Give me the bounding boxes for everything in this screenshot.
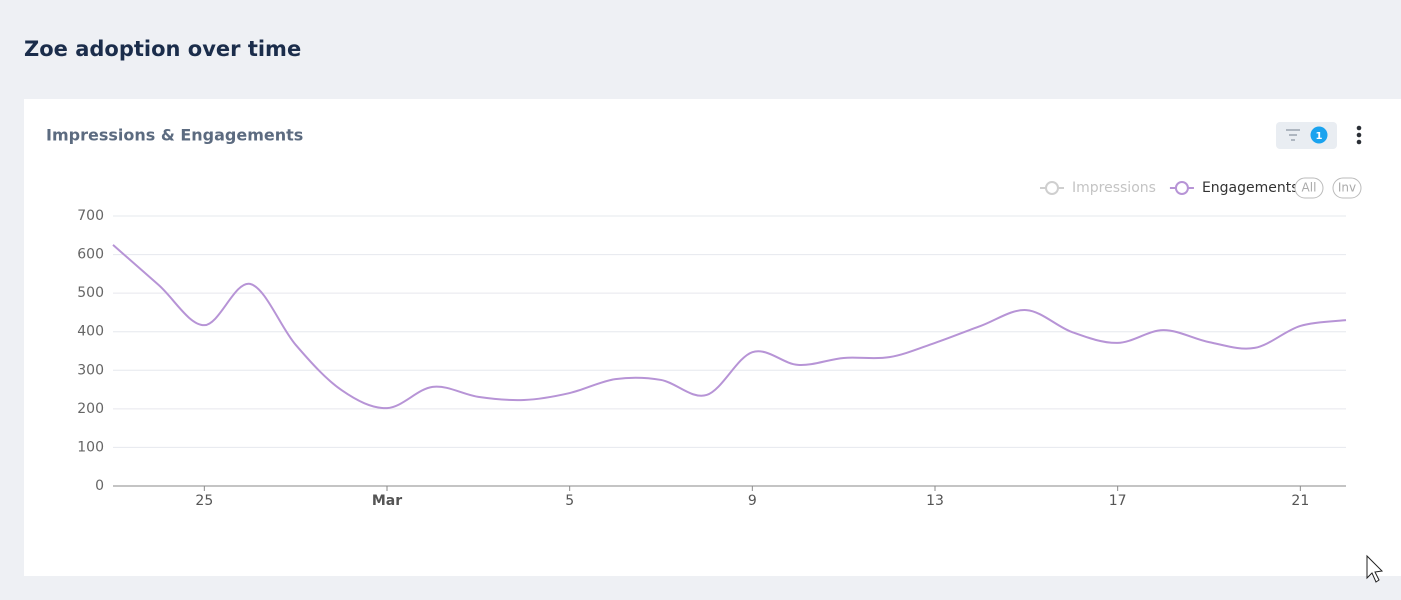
filter-icon — [1286, 129, 1300, 141]
legend-label[interactable]: Impressions — [1072, 180, 1156, 196]
legend-marker[interactable] — [1045, 181, 1059, 195]
filter-button[interactable] — [1276, 122, 1337, 149]
x-tick-label: 9 — [748, 493, 757, 509]
y-tick-label: 0 — [95, 478, 104, 494]
y-tick-label: 200 — [77, 401, 104, 417]
y-tick-label: 600 — [77, 247, 104, 263]
more-menu[interactable] — [1356, 125, 1362, 145]
filter-count: 1 — [1316, 131, 1323, 142]
x-tick-label: 5 — [565, 493, 574, 509]
legend-label[interactable]: Engagements — [1202, 180, 1299, 196]
y-tick-label: 500 — [77, 285, 104, 301]
series-line — [112, 244, 1347, 410]
legend-marker[interactable] — [1174, 181, 1189, 195]
y-tick-label: 100 — [77, 439, 104, 455]
y-tick-label: 400 — [77, 324, 104, 340]
x-tick-label: 25 — [195, 493, 213, 509]
filter-badge — [1310, 126, 1328, 144]
card — [24, 99, 1401, 576]
y-tick-label: 300 — [77, 362, 104, 378]
page-title: Zoe adoption over time — [24, 37, 301, 61]
legend-button[interactable] — [1294, 177, 1324, 199]
x-tick-label: 21 — [1291, 493, 1309, 509]
card-title: Impressions & Engagements — [46, 126, 303, 145]
legend-button[interactable] — [1332, 177, 1362, 199]
legend-button-label[interactable]: All — [1302, 181, 1317, 195]
x-tick-label: 13 — [926, 493, 944, 509]
x-tick-label: Mar — [372, 493, 402, 509]
mouse-cursor — [1366, 554, 1384, 583]
legend-button-label[interactable]: Inv — [1338, 181, 1356, 195]
y-tick-label: 700 — [77, 208, 104, 224]
x-tick-label: 17 — [1109, 493, 1127, 509]
